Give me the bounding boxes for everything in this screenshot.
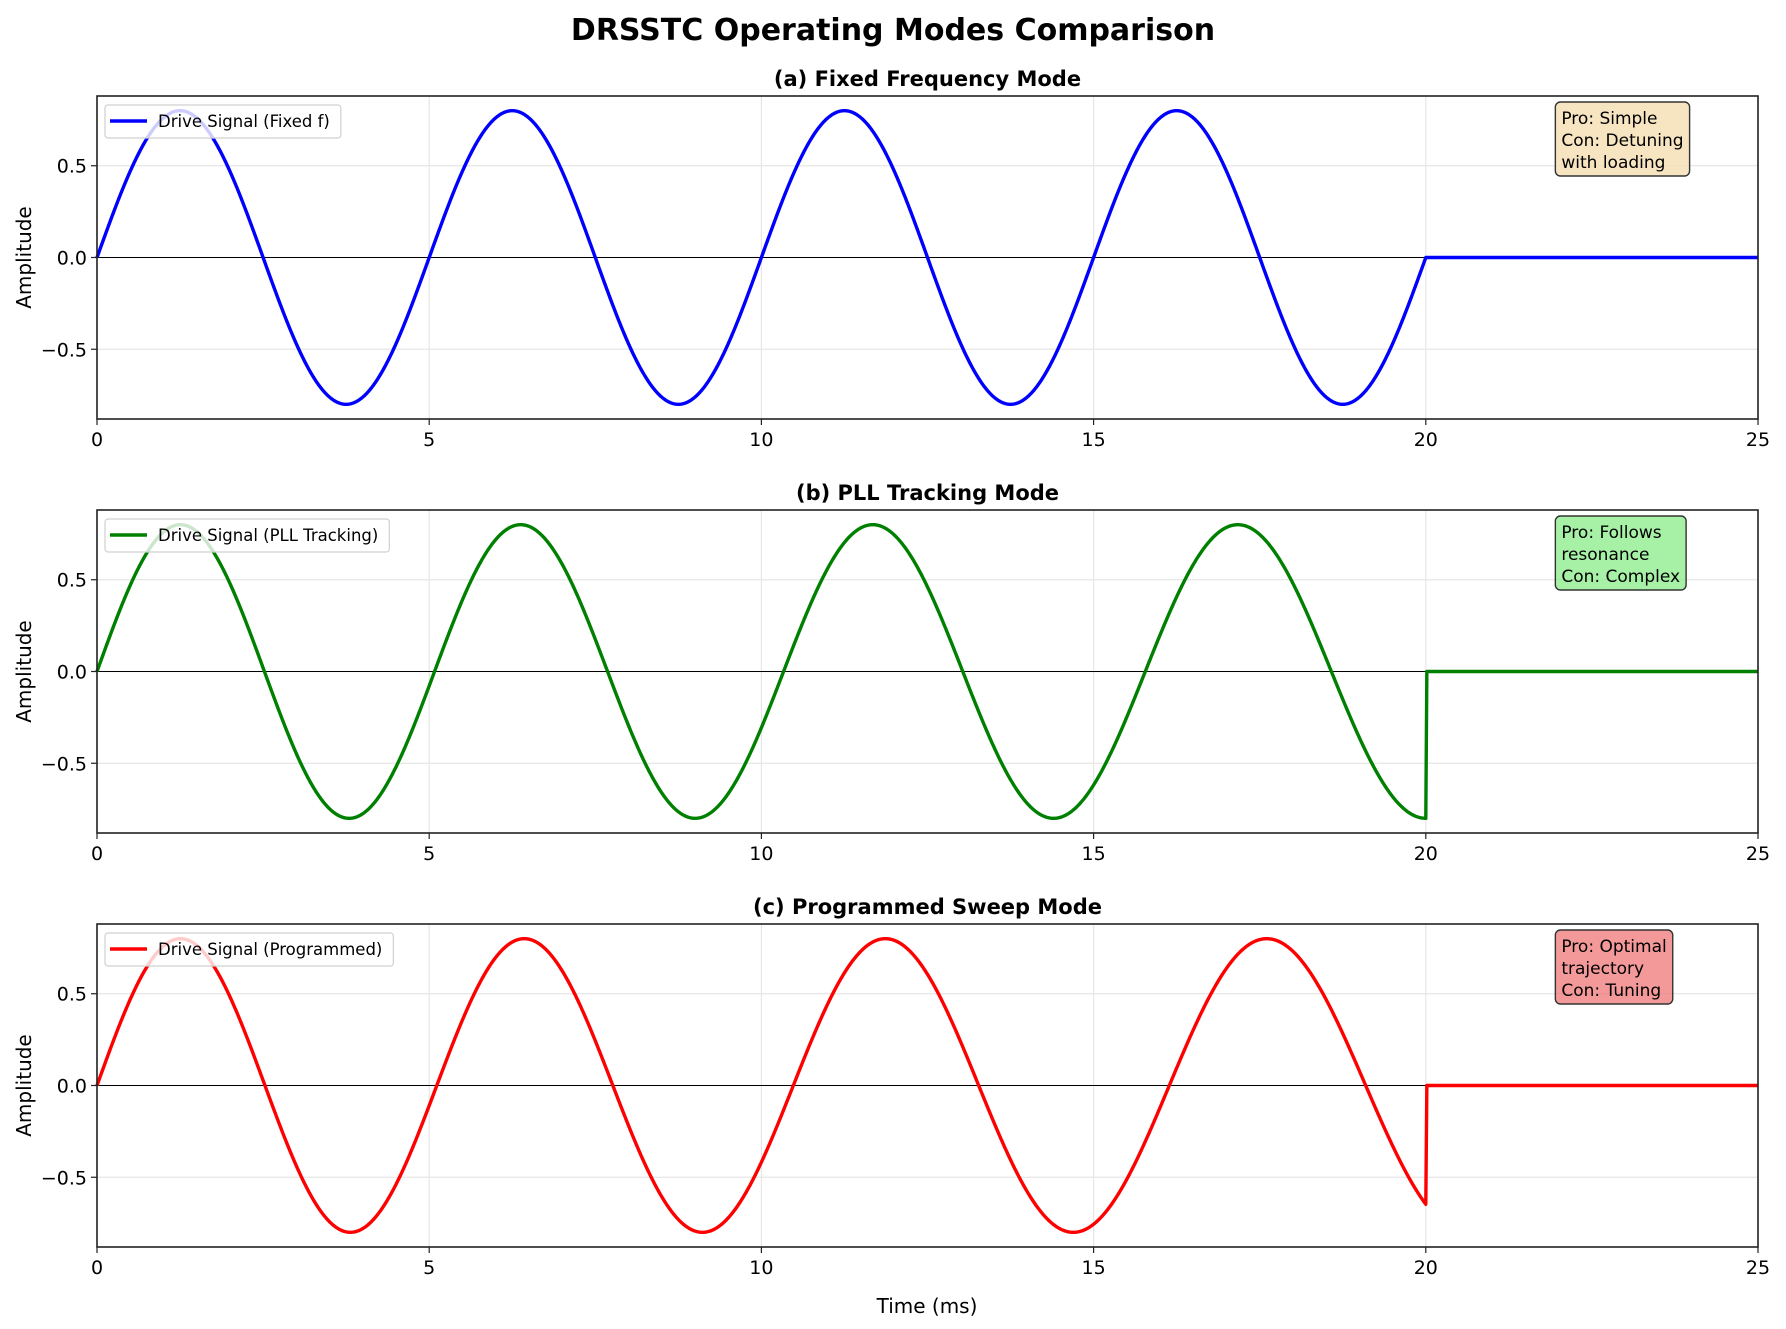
x-tick-label: 5 <box>423 429 435 451</box>
annotation-text: Pro: Optimal <box>1561 937 1666 957</box>
annotation-background <box>1554 515 1687 591</box>
annotation-background <box>1554 929 1674 1005</box>
y-axis-label: Amplitude <box>12 620 36 723</box>
y-axis-label: Amplitude <box>12 1034 36 1137</box>
annotation-text: resonance <box>1561 545 1649 565</box>
annotation-background <box>1554 101 1691 177</box>
legend: Drive Signal (Fixed f) <box>104 104 342 139</box>
annotation-text: Pro: Follows <box>1561 523 1661 543</box>
y-tick-label: 0.0 <box>57 1076 87 1098</box>
x-tick-label: 0 <box>91 429 103 451</box>
x-tick-label: 0 <box>91 1257 103 1279</box>
y-tick-label: 0.0 <box>57 662 87 684</box>
y-tick-label: 0.5 <box>57 984 87 1006</box>
x-tick-label: 20 <box>1414 843 1438 865</box>
annotation-text: trajectory <box>1561 959 1644 979</box>
y-tick-label: 0.5 <box>57 156 87 178</box>
series-line <box>95 522 1759 821</box>
legend-label: Drive Signal (PLL Tracking) <box>158 526 378 545</box>
series-line <box>95 108 1759 407</box>
y-axis-label: Amplitude <box>12 206 36 309</box>
x-tick-label: 25 <box>1746 1257 1770 1279</box>
y-tick-label: −0.5 <box>41 339 87 361</box>
x-tick-label: 5 <box>423 1257 435 1279</box>
x-tick-label: 25 <box>1746 429 1770 451</box>
subplot-title: (a) Fixed Frequency Mode <box>774 67 1081 91</box>
x-tick-label: 25 <box>1746 843 1770 865</box>
x-tick-label: 5 <box>423 843 435 865</box>
subplot-2: (c) Programmed Sweep Mode 0 5 10 15 20 25 −0.5 0… <box>12 895 1770 1279</box>
legend-label: Drive Signal (Fixed f) <box>158 112 330 131</box>
y-tick-label: 0.0 <box>57 248 87 270</box>
subplot-0: (a) Fixed Frequency Mode 0 5 10 15 20 25 −0.5 0.… <box>12 67 1770 451</box>
legend-box <box>104 104 342 139</box>
y-tick-label: −0.5 <box>41 753 87 775</box>
annotation-text: Con: Detuning <box>1561 131 1683 151</box>
legend-box <box>104 932 394 967</box>
x-tick-label: 0 <box>91 843 103 865</box>
x-tick-label: 20 <box>1414 429 1438 451</box>
annotation-text: with loading <box>1561 153 1665 173</box>
legend: Drive Signal (PLL Tracking) <box>104 518 390 553</box>
annotation-text: Pro: Simple <box>1561 109 1657 129</box>
y-tick-label: 0.5 <box>57 570 87 592</box>
legend: Drive Signal (Programmed) <box>104 932 394 967</box>
x-tick-label: 20 <box>1414 1257 1438 1279</box>
x-axis-label: Time (ms) <box>876 1294 978 1318</box>
x-tick-label: 10 <box>749 429 773 451</box>
x-tick-label: 10 <box>749 1257 773 1279</box>
figure-title: DRSSTC Operating Modes Comparison <box>571 13 1215 48</box>
legend-label: Drive Signal (Programmed) <box>158 940 382 959</box>
subplot-title: (c) Programmed Sweep Mode <box>753 895 1102 919</box>
annotation-text: Con: Complex <box>1561 567 1680 587</box>
x-tick-label: 15 <box>1082 843 1106 865</box>
x-tick-label: 10 <box>749 843 773 865</box>
legend-box <box>104 518 390 553</box>
subplot-1: (b) PLL Tracking Mode 0 5 10 15 20 25 −0.5 0.0 0.… <box>12 481 1770 865</box>
subplot-title: (b) PLL Tracking Mode <box>796 481 1059 505</box>
annotation-text: Con: Tuning <box>1561 981 1661 1001</box>
series-line <box>95 936 1759 1235</box>
y-tick-label: −0.5 <box>41 1167 87 1189</box>
x-tick-label: 15 <box>1082 1257 1106 1279</box>
x-tick-label: 15 <box>1082 429 1106 451</box>
